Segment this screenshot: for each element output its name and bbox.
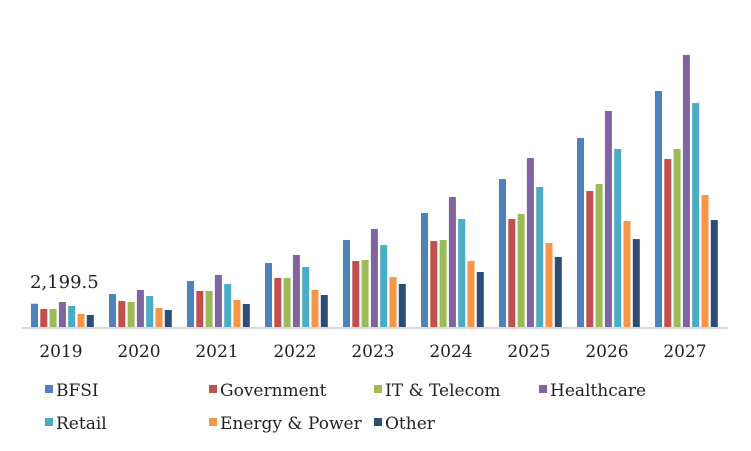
legend-marker [209,385,217,393]
x-tick-label: 2026 [585,342,628,362]
bar-2025-healthcare [526,157,534,328]
bar-2027-healthcare [682,54,690,328]
legend-label: Other [385,414,436,434]
bar-2022-bfsi [265,263,272,328]
bar-2023-energy-power [389,276,397,328]
bar-2020-bfsi [109,293,116,328]
x-tick-label: 2027 [663,342,706,362]
bar-2019-government [40,308,48,328]
legend-item: Healthcare [539,381,646,401]
bar-2026-it-telecom [595,184,603,328]
bar-2026-retail [614,148,622,328]
bar-2025-energy-power [545,243,553,328]
x-tick-label: 2022 [273,342,316,362]
legend-marker [374,418,382,426]
bar-2027-it-telecom [673,148,681,328]
x-tick-label: 2023 [351,342,394,362]
bar-2021-energy-power [233,300,241,328]
bar-2022-energy-power [311,289,319,328]
bar-2020-energy-power [155,308,163,328]
legend-item: BFSI [45,381,99,401]
bar-2020-other [164,309,172,328]
bar-2025-it-telecom [517,213,525,328]
bar-2022-healthcare [292,254,300,328]
legend-marker [45,385,53,393]
bar-2024-bfsi [421,212,428,328]
bar-2023-it-telecom [361,260,369,328]
bar-2023-healthcare [370,228,378,328]
legend-label: Energy & Power [220,414,363,434]
data-label: 2,199.5 [30,272,99,293]
bar-2019-it-telecom [49,308,57,328]
bar-2021-retail [224,284,232,328]
legend-label: Healthcare [550,381,646,401]
bar-2019-retail [68,306,76,328]
bar-2026-healthcare [604,110,612,328]
legend-item: Retail [45,414,107,434]
legend-item: Other [374,414,436,434]
x-tick-label: 2021 [195,342,238,362]
bar-2021-healthcare [214,274,222,328]
bar-2027-retail [692,103,700,329]
bar-2020-retail [146,295,154,328]
legend-marker [539,385,547,393]
bar-2022-government [274,277,282,328]
bar-2027-government [664,159,672,328]
bar-2024-healthcare [448,196,456,328]
legend-marker [209,418,217,426]
bar-2024-retail [458,219,466,328]
bar-2020-healthcare [136,289,144,328]
bar-2023-bfsi [343,240,350,328]
x-tick-label: 2024 [429,342,472,362]
bar-2022-it-telecom [283,277,291,328]
bar-2021-other [242,304,250,328]
bar-2026-government [586,190,594,328]
bar-2019-bfsi [31,303,38,328]
x-tick-label: 2025 [507,342,550,362]
legend-label: BFSI [56,381,99,401]
x-tick-label: 2020 [117,342,160,362]
bar-2024-energy-power [467,261,475,328]
legend-label: Government [220,381,327,401]
bar-2025-other [554,256,562,328]
bar-2027-bfsi [655,90,662,328]
bar-2024-it-telecom [439,240,447,328]
bar-2023-government [352,261,360,328]
bar-2021-government [196,290,204,328]
bar-2027-energy-power [701,194,709,328]
bar-2027-other [710,220,718,328]
bar-2020-it-telecom [127,302,135,328]
x-tick-label: 2019 [39,342,82,362]
bar-2019-other [86,314,94,328]
bar-2026-other [632,239,640,328]
bar-2021-it-telecom [205,290,213,328]
bar-2025-bfsi [499,179,506,328]
bar-2025-retail [536,187,544,328]
bar-2021-bfsi [187,281,194,328]
bar-2022-other [320,294,328,328]
bar-2019-healthcare [58,302,66,328]
bar-2026-energy-power [623,221,631,328]
bar-2023-retail [380,245,388,328]
bar-2020-government [118,301,126,328]
legend-label: IT & Telecom [385,381,500,401]
bar-2024-government [430,241,438,328]
bar-2024-other [476,271,484,328]
bar-2023-other [398,284,406,328]
legend-item: Energy & Power [209,414,363,434]
bar-2022-retail [302,267,310,328]
bar-2025-government [508,219,516,328]
legend-label: Retail [56,414,107,434]
bar-2026-bfsi [577,137,584,328]
bar-2019-energy-power [77,313,85,328]
legend-item: Government [209,381,327,401]
legend-item: IT & Telecom [374,381,500,401]
legend-marker [374,385,382,393]
legend-marker [45,418,53,426]
